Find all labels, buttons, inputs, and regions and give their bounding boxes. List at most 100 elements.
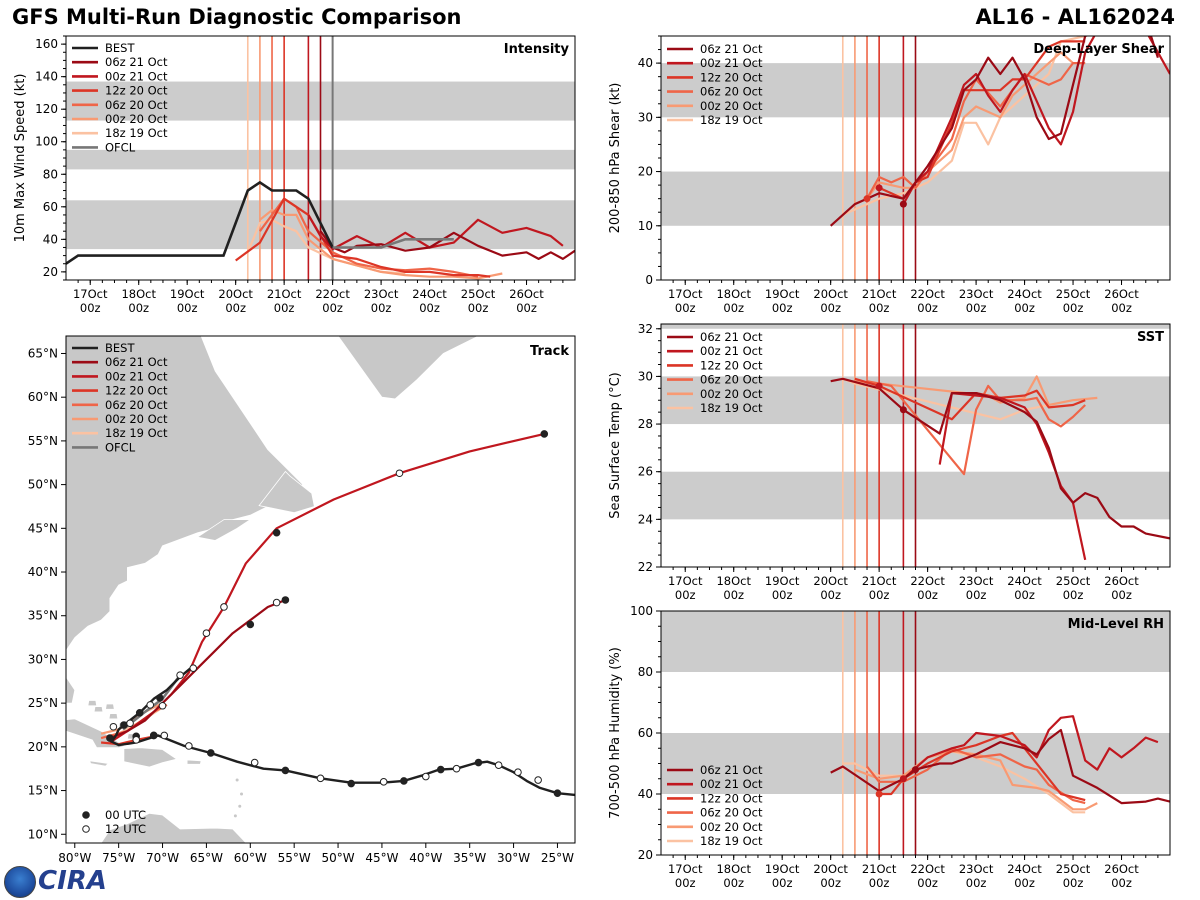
- x-tick-label: 00z: [274, 301, 295, 315]
- y-axis-label: 700-500 hPa Humidity (%): [608, 647, 623, 819]
- marker-00utc: [207, 749, 215, 757]
- legend-label: 06z 20 Oct: [700, 806, 763, 820]
- x-tick-label: 00z: [966, 301, 987, 315]
- x-tick-label: 24Oct: [1007, 862, 1042, 876]
- marker-00utc: [281, 766, 290, 775]
- x-tick-label: 19Oct: [765, 287, 800, 301]
- legend-label: 00z 21 Oct: [700, 344, 763, 358]
- x-tick-label: 00z: [820, 301, 841, 315]
- x-tick-label: 20Oct: [813, 574, 848, 588]
- y-tick-label: 0: [645, 273, 653, 287]
- x-tick-label: 22Oct: [315, 287, 350, 301]
- x-tick-label: 19Oct: [170, 287, 205, 301]
- x-tick-label: 00z: [80, 301, 101, 315]
- legend-label: 06z 21 Oct: [105, 55, 168, 69]
- x-tick-label: 22Oct: [910, 287, 945, 301]
- track-run-0: [109, 598, 286, 740]
- marker-00utc: [156, 694, 164, 702]
- legend-label: 18z 19 Oct: [700, 834, 763, 848]
- page-title: GFS Multi-Run Diagnostic Comparison: [12, 5, 462, 29]
- land-bahamas-island: [93, 706, 104, 713]
- y-axis-label: 10m Max Wind Speed (kt): [13, 74, 28, 243]
- x-tick-label: 21Oct: [862, 287, 897, 301]
- legend-label: 00z 21 Oct: [105, 369, 168, 383]
- x-tick-label: 00z: [820, 588, 841, 602]
- legend-marker-12utc: [82, 825, 90, 833]
- marker-12utc: [422, 772, 430, 781]
- legend-label: 06z 21 Oct: [105, 355, 168, 369]
- y-tick-label: 32: [638, 322, 653, 336]
- marker-00utc: [106, 734, 114, 742]
- legend-label: 06z 21 Oct: [700, 330, 763, 344]
- track-run-2: [100, 735, 155, 746]
- legend-label: BEST: [105, 41, 135, 55]
- x-tick-label: 23Oct: [959, 287, 994, 301]
- x-tick-label: 25Oct: [1056, 574, 1091, 588]
- series-marker: [899, 406, 907, 414]
- legend-label: 06z 20 Oct: [105, 398, 168, 412]
- x-tick-label: 25Oct: [461, 287, 496, 301]
- marker-12utc: [272, 598, 281, 607]
- x-tick-label: 00z: [869, 876, 890, 890]
- y-tick-label: 65°N: [28, 346, 58, 360]
- x-tick-label: 00z: [1063, 588, 1084, 602]
- marker-12utc: [316, 774, 325, 783]
- noaa-logo: [4, 866, 36, 898]
- storm-id-title: AL16 - AL162024: [975, 5, 1176, 29]
- legend-label: 12z 20 Oct: [700, 70, 763, 84]
- y-tick-label: 20: [43, 265, 58, 279]
- x-tick-label: 25Oct: [1056, 287, 1091, 301]
- x-tick-label: 00z: [675, 588, 696, 602]
- y-tick-label: 45°N: [28, 521, 58, 535]
- x-tick-label: 18Oct: [121, 287, 156, 301]
- series-line-2: [854, 377, 1086, 421]
- x-tick-label: 75°W: [102, 851, 135, 865]
- series-marker: [863, 195, 871, 203]
- x-tick-label: 00z: [1014, 588, 1035, 602]
- marker-12utc: [109, 722, 118, 731]
- cira-logo: CIRA: [38, 866, 107, 896]
- y-tick-label: 40°N: [28, 565, 58, 579]
- x-tick-label: 26Oct: [1104, 287, 1139, 301]
- y-tick-label: 20: [638, 165, 653, 179]
- y-axis-label: 200-850 hPa Shear (kt): [608, 83, 623, 234]
- x-tick-label: 24Oct: [412, 287, 447, 301]
- x-tick-label: 23Oct: [959, 574, 994, 588]
- x-tick-label: 00z: [1063, 876, 1084, 890]
- x-tick-label: 00z: [322, 301, 343, 315]
- x-tick-label: 00z: [1111, 301, 1132, 315]
- marker-00utc: [246, 620, 255, 629]
- x-tick-label: 00z: [225, 301, 246, 315]
- x-tick-label: 17Oct: [668, 287, 703, 301]
- x-tick-label: 25°W: [541, 851, 574, 865]
- series-line-3: [866, 380, 1086, 476]
- x-tick-label: 00z: [723, 588, 744, 602]
- land-south-america: [66, 812, 247, 843]
- legend-label: 00 UTC: [105, 808, 146, 822]
- legend-label: 12 UTC: [105, 822, 146, 836]
- marker-12utc: [379, 778, 388, 786]
- x-tick-label: 00z: [675, 301, 696, 315]
- marker-00utc: [135, 708, 144, 717]
- x-tick-label: 00z: [723, 876, 744, 890]
- x-tick-label: 00z: [516, 301, 537, 315]
- marker-12utc: [189, 664, 198, 672]
- land-jamaica: [89, 760, 109, 767]
- x-tick-label: 00z: [1014, 301, 1035, 315]
- y-tick-label: 30: [638, 369, 653, 383]
- panel-rh: 2040608010017Oct00z18Oct00z19Oct00z20Oct…: [608, 604, 1171, 890]
- x-tick-label: 00z: [917, 301, 938, 315]
- y-tick-label: 80: [638, 665, 653, 679]
- marker-12utc: [158, 701, 167, 710]
- legend-label: 18z 19 Oct: [700, 113, 763, 127]
- x-tick-label: 00z: [772, 588, 793, 602]
- marker-00utc: [120, 721, 128, 729]
- legend-label: 00z 20 Oct: [700, 820, 763, 834]
- plot-area-rh: [661, 611, 1170, 855]
- x-tick-label: 25Oct: [1056, 862, 1091, 876]
- legend-label: 06z 20 Oct: [105, 98, 168, 112]
- y-tick-label: 20°N: [28, 740, 58, 754]
- x-tick-label: 00z: [675, 876, 696, 890]
- x-tick-label: 00z: [1014, 876, 1035, 890]
- y-tick-label: 30°N: [28, 652, 58, 666]
